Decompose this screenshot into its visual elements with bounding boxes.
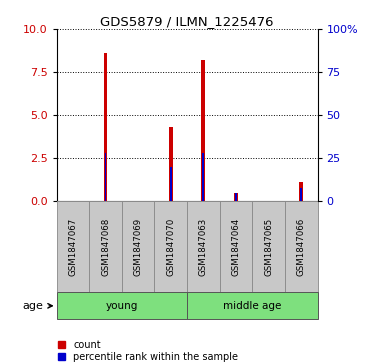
Bar (187, 201, 220, 292)
Title: GDS5879 / ILMN_1225476: GDS5879 / ILMN_1225476 (100, 15, 274, 28)
Bar (104, 153, 107, 201)
Bar (89, 201, 122, 292)
Text: GSM1847063: GSM1847063 (199, 218, 208, 276)
Bar (252, 201, 285, 292)
Bar (57, 292, 187, 319)
Text: GSM1847064: GSM1847064 (231, 218, 241, 276)
Text: GSM1847068: GSM1847068 (101, 218, 110, 276)
Bar (299, 183, 303, 201)
Bar (220, 201, 252, 292)
Bar (57, 201, 89, 292)
Bar (170, 167, 172, 201)
Legend: count, percentile rank within the sample: count, percentile rank within the sample (57, 339, 239, 363)
Bar (300, 188, 302, 201)
Text: age: age (23, 301, 52, 311)
Bar (235, 193, 237, 201)
Bar (201, 60, 205, 201)
Bar (234, 193, 238, 201)
Bar (203, 153, 204, 201)
Bar (122, 201, 154, 292)
Text: middle age: middle age (223, 301, 281, 311)
Text: GSM1847070: GSM1847070 (166, 218, 175, 276)
Bar (154, 201, 187, 292)
Bar (285, 201, 318, 292)
Text: GSM1847067: GSM1847067 (68, 218, 77, 276)
Text: young: young (105, 301, 138, 311)
Bar (187, 292, 318, 319)
Bar (104, 53, 107, 201)
Text: GSM1847065: GSM1847065 (264, 218, 273, 276)
Text: GSM1847069: GSM1847069 (134, 218, 143, 276)
Bar (169, 127, 173, 201)
Text: GSM1847066: GSM1847066 (297, 218, 306, 276)
